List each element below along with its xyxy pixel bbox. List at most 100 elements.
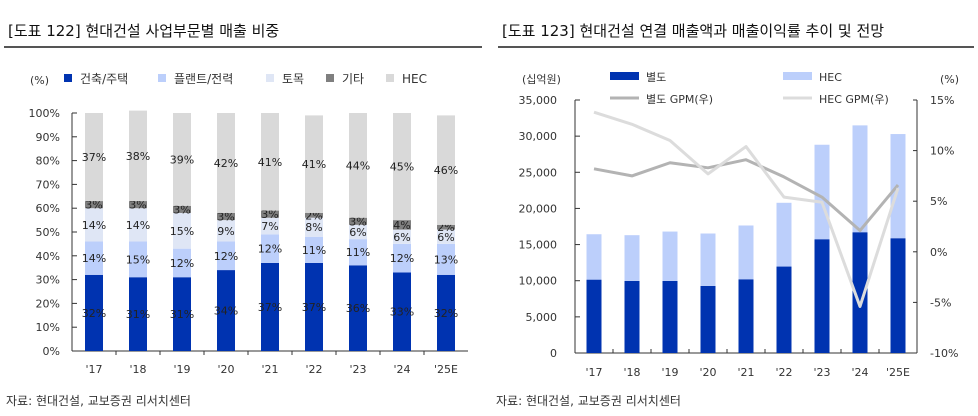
data-label: 14% [82, 219, 106, 232]
y-tick-label: 0% [43, 345, 60, 358]
data-label: 45% [390, 161, 414, 174]
data-label: 6% [349, 226, 366, 239]
bar-segment-2 [349, 224, 367, 240]
x-tick-label: '22 [305, 363, 322, 376]
data-label: 6% [437, 231, 454, 244]
bar-segment-1 [217, 241, 235, 271]
bar-segment-2 [393, 229, 411, 244]
legend-label: 건축/주택 [80, 72, 128, 86]
x-tick-label: '20 [699, 366, 716, 379]
y2-tick-label: 10% [930, 145, 954, 158]
bar-segment-4 [129, 110, 147, 202]
data-label: 8% [305, 221, 322, 234]
bar-segment-0 [349, 265, 367, 351]
bar-segment-1 [776, 202, 792, 267]
bar-segment-3 [129, 201, 147, 209]
bar-segment-1 [173, 248, 191, 278]
x-tick-label: '19 [173, 363, 190, 376]
legend-label: 별도 GPM(우) [646, 93, 713, 106]
gpm-line-1 [593, 110, 900, 308]
bar-segment-0 [129, 277, 147, 351]
legend-label: HEC [819, 71, 842, 84]
x-tick-label: '18 [623, 366, 640, 379]
data-label: 37% [258, 301, 282, 314]
data-label: 37% [82, 151, 106, 164]
data-label: 32% [434, 307, 458, 320]
right-title-rule [498, 46, 974, 48]
bar-segment-4 [305, 115, 323, 213]
bar-segment-1 [814, 144, 830, 240]
data-label: 39% [170, 153, 194, 166]
bar-segment-1 [437, 243, 455, 275]
bar-segment-1 [349, 239, 367, 266]
data-label: 41% [302, 158, 326, 171]
bar-segment-1 [624, 235, 640, 281]
y-tick-label: 20,000 [519, 202, 558, 215]
bar-segment-3 [349, 217, 367, 225]
left-source: 자료: 현대건설, 교보증권 리서치센터 [6, 394, 191, 408]
bar-segment-1 [586, 234, 602, 280]
data-label: 14% [126, 219, 150, 232]
bar-segment-1 [305, 236, 323, 263]
data-label: 42% [214, 157, 238, 170]
data-label: 34% [214, 305, 238, 318]
y-tick-label: 100% [29, 107, 60, 120]
legend-swatch-0 [64, 74, 72, 82]
right-y-unit: (%) [940, 73, 959, 86]
data-label: 11% [302, 244, 326, 257]
bar-segment-0 [437, 274, 455, 351]
y2-tick-label: 15% [930, 94, 954, 107]
data-label: 3% [217, 211, 234, 224]
y-tick-label: 30,000 [519, 130, 558, 143]
bar-segment-0 [814, 239, 830, 353]
y2-tick-label: 5% [930, 195, 947, 208]
bar-segment-0 [624, 280, 640, 353]
x-tick-label: '19 [661, 366, 678, 379]
bar-segment-0 [173, 277, 191, 351]
y-tick-label: 15,000 [519, 239, 558, 252]
bar-segment-4 [349, 113, 367, 218]
bar-segment-0 [776, 266, 792, 353]
legend-swatch-4 [386, 74, 394, 82]
bar-segment-1 [129, 241, 147, 278]
bar-segment-1 [738, 225, 754, 280]
y-tick-label: 60% [36, 202, 60, 215]
data-label: 44% [346, 159, 370, 172]
data-label: 12% [390, 252, 414, 265]
data-label: 3% [173, 203, 190, 216]
bar-segment-3 [393, 220, 411, 230]
y-tick-label: 20% [36, 297, 60, 310]
x-tick-label: '24 [851, 366, 868, 379]
bar-segment-2 [129, 208, 147, 242]
bar-segment-0 [890, 238, 906, 353]
x-tick-label: '17 [85, 363, 102, 376]
data-label: 3% [261, 208, 278, 221]
bar-segment-4 [217, 113, 235, 213]
data-label: 12% [214, 250, 238, 263]
bar-segment-3 [173, 205, 191, 213]
legend-swatch-3 [326, 74, 334, 82]
bar-segment-4 [173, 113, 191, 206]
data-label: 12% [258, 243, 282, 256]
bar-segment-4 [393, 113, 411, 221]
bar-segment-0 [586, 279, 602, 353]
x-tick-label: '22 [775, 366, 792, 379]
data-label: 11% [346, 246, 370, 259]
left-y-unit: (%) [30, 74, 49, 87]
bar-segment-1 [85, 241, 103, 275]
bar-segment-3 [261, 210, 279, 218]
data-label: 36% [346, 302, 370, 315]
data-label: 9% [217, 225, 234, 238]
bar-segment-1 [261, 234, 279, 263]
legend-swatch-0 [610, 72, 639, 80]
data-label: 38% [126, 150, 150, 163]
y-tick-label: 30% [36, 274, 60, 287]
y-tick-label: 70% [36, 178, 60, 191]
bar-segment-3 [437, 224, 455, 230]
data-label: 3% [349, 215, 366, 228]
bar-segment-0 [261, 262, 279, 351]
x-tick-label: '21 [261, 363, 278, 376]
data-label: 46% [434, 164, 458, 177]
bar-segment-0 [700, 285, 716, 353]
